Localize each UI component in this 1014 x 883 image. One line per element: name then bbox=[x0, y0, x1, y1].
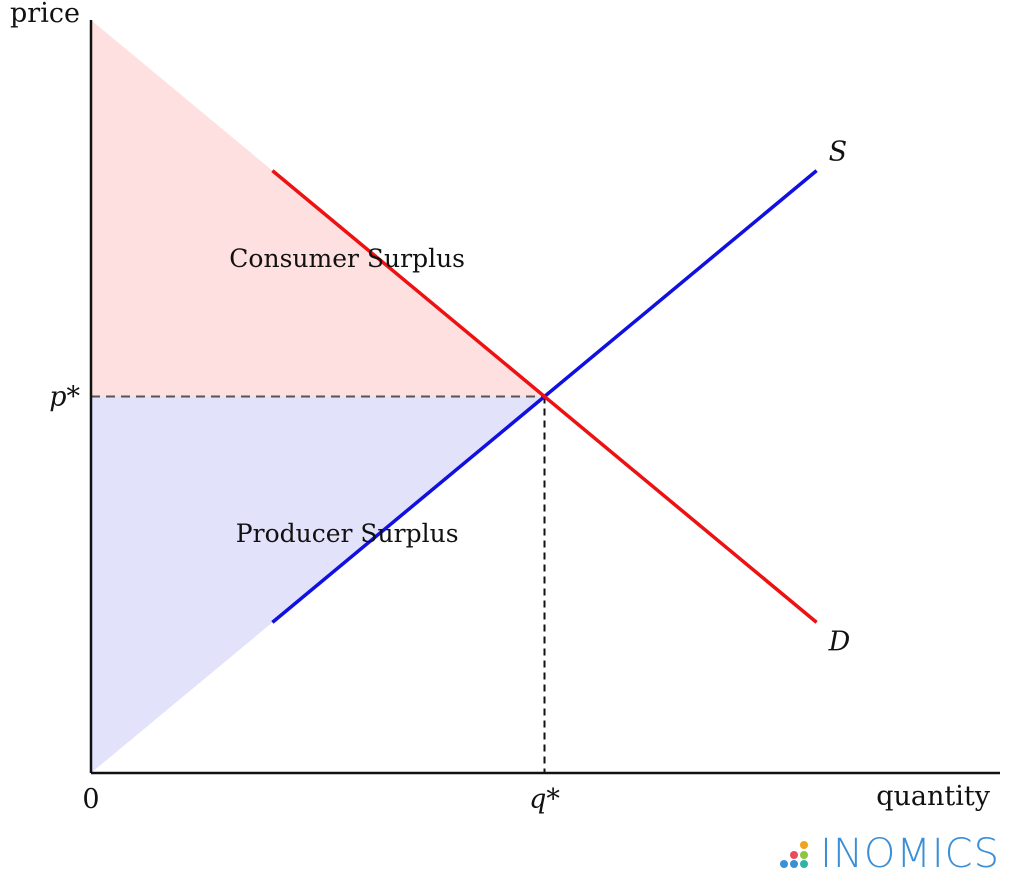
axes bbox=[89, 20, 1000, 775]
x-tick-label: q* bbox=[529, 784, 560, 815]
equilibrium-guides bbox=[91, 395, 546, 773]
brand-name: INOMICS bbox=[820, 831, 1000, 877]
inomics-logo: INOMICS bbox=[780, 831, 1000, 877]
demand-curve bbox=[271, 169, 818, 624]
y-tick-label: p* bbox=[49, 382, 80, 413]
curves bbox=[271, 169, 818, 624]
x-axis-title: quantity bbox=[876, 781, 990, 812]
y-axis-title: price bbox=[10, 0, 80, 29]
dots-logo-icon bbox=[780, 841, 809, 868]
supply-curve-label: S bbox=[829, 137, 848, 168]
demand-curve-label: D bbox=[828, 626, 851, 657]
consumer-surplus-label: Consumer Surplus bbox=[229, 244, 465, 273]
x-tick-label: 0 bbox=[82, 784, 99, 815]
producer-surplus-label: Producer Surplus bbox=[236, 519, 459, 548]
